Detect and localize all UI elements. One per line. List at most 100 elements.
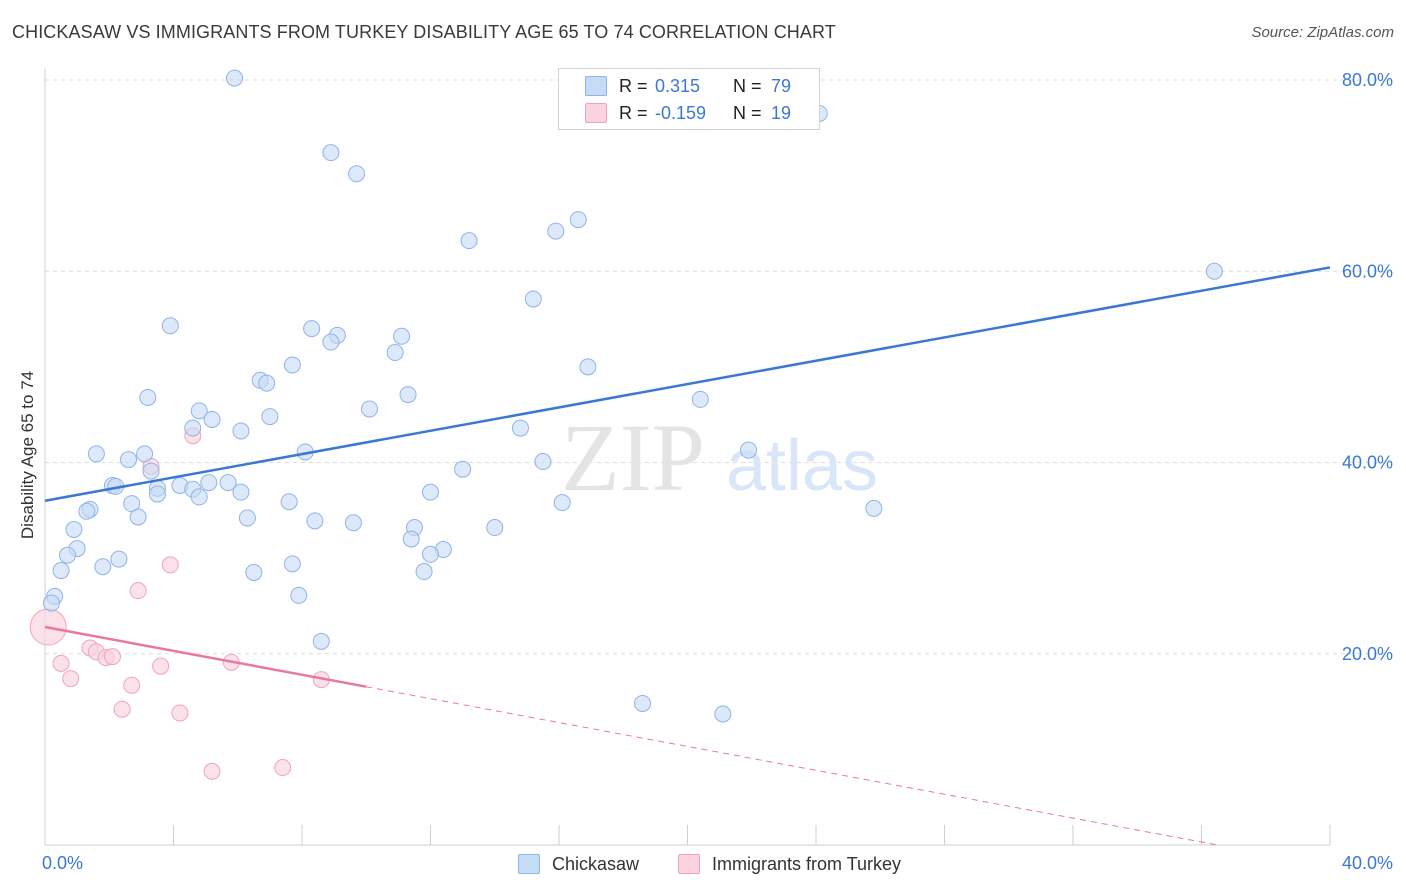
data-point-chickasaw — [142, 462, 160, 480]
data-point-chickasaw — [232, 422, 250, 440]
data-point-chickasaw — [422, 545, 439, 563]
data-point-chickasaw — [322, 144, 340, 162]
legend-n-label: N = — [733, 75, 762, 96]
data-point-chickasaw — [579, 358, 597, 376]
y-tick-label: 80.0% — [1342, 70, 1393, 90]
data-point-chickasaw — [283, 555, 301, 573]
data-point-turkey — [274, 759, 292, 777]
bottom-legend-swatch-blue — [518, 854, 540, 874]
data-point-chickasaw — [87, 445, 105, 463]
data-point-chickasaw — [139, 388, 157, 406]
data-point-chickasaw — [714, 705, 732, 723]
data-point-chickasaw — [486, 519, 504, 537]
bottom-legend-label-chickasaw: Chickasaw — [552, 853, 640, 874]
bottom-legend-label-turkey: Immigrants from Turkey — [712, 853, 902, 874]
data-point-chickasaw — [553, 494, 571, 512]
data-point-chickasaw — [348, 165, 366, 183]
data-point-turkey — [62, 670, 80, 688]
data-point-chickasaw — [136, 445, 154, 463]
data-point-chickasaw — [393, 327, 411, 345]
trend-lines — [44, 266, 1331, 846]
data-point-chickasaw — [161, 317, 179, 335]
data-point-turkey — [129, 582, 147, 600]
source-label: Source: ZipAtlas.com — [1251, 24, 1394, 41]
data-point-chickasaw — [422, 483, 439, 501]
data-point-chickasaw — [94, 558, 112, 576]
y-tick-label: 40.0% — [1342, 453, 1393, 473]
legend-n-value: 19 — [771, 102, 792, 123]
legend-swatch-blue — [585, 76, 607, 96]
data-point-chickasaw — [58, 546, 76, 564]
data-point-chickasaw — [261, 408, 279, 426]
legend-r-label: R = — [619, 102, 648, 123]
bottom-legend-chickasaw: Chickasaw — [518, 852, 639, 876]
data-point-chickasaw — [1205, 262, 1223, 280]
data-point-chickasaw — [78, 502, 96, 520]
data-point-chickasaw — [200, 474, 218, 492]
data-point-chickasaw — [306, 512, 324, 530]
data-point-chickasaw — [691, 390, 709, 408]
data-point-chickasaw — [399, 386, 417, 404]
data-point-chickasaw — [312, 632, 330, 650]
data-point-turkey — [52, 654, 70, 672]
data-point-chickasaw — [219, 474, 237, 492]
data-point-chickasaw — [534, 453, 552, 471]
legend-row-chickasaw: R = 0.315 N = 79 — [585, 74, 791, 98]
data-point-chickasaw — [454, 460, 472, 478]
legend-r-value: 0.315 — [655, 75, 701, 96]
bottom-legend-swatch-pink — [678, 854, 700, 874]
legend-row-turkey: R = -0.159 N = 19 — [585, 101, 791, 125]
trend-line-chickasaw — [44, 266, 1331, 502]
data-point-chickasaw — [226, 69, 244, 87]
watermark-atlas: atlas — [726, 426, 878, 506]
data-point-chickasaw — [120, 451, 138, 469]
data-point-chickasaw — [283, 356, 301, 374]
data-point-turkey — [161, 556, 179, 574]
data-point-chickasaw — [865, 499, 883, 517]
data-point-chickasaw — [190, 488, 208, 506]
data-point-chickasaw — [322, 333, 340, 351]
data-point-chickasaw — [415, 563, 433, 581]
data-point-chickasaw — [245, 563, 263, 581]
y-tick-labels: 20.0% 40.0% 60.0% 80.0% — [1342, 70, 1393, 664]
y-tick-label: 20.0% — [1342, 644, 1393, 664]
data-point-chickasaw — [258, 374, 276, 392]
legend-r-value: -0.159 — [655, 102, 707, 123]
data-point-chickasaw — [148, 485, 166, 503]
data-point-chickasaw — [303, 320, 321, 338]
data-point-chickasaw — [129, 508, 147, 526]
legend-n-value: 79 — [771, 75, 792, 96]
data-point-turkey — [103, 648, 121, 666]
data-point-chickasaw — [65, 520, 83, 538]
data-point-turkey — [171, 704, 189, 722]
stats-legend: R = 0.315 N = 79 R = -0.159 N = 19 — [558, 68, 820, 130]
y-tick-label: 60.0% — [1342, 261, 1393, 281]
bottom-legend-turkey: Immigrants from Turkey — [678, 852, 901, 876]
watermark: ZIP atlas — [561, 404, 878, 511]
data-point-chickasaw — [238, 509, 256, 527]
data-point-chickasaw — [110, 550, 128, 568]
data-point-chickasaw — [42, 594, 60, 612]
watermark-zip: ZIP — [561, 404, 705, 511]
data-point-chickasaw — [386, 344, 404, 362]
data-point-chickasaw — [203, 410, 221, 428]
data-point-chickasaw — [547, 222, 565, 240]
x-tick-label: 40.0% — [1342, 853, 1393, 873]
data-point-turkey — [203, 762, 221, 780]
data-point-chickasaw — [740, 441, 758, 459]
data-point-chickasaw — [232, 483, 250, 501]
data-point-turkey — [152, 657, 170, 675]
data-point-turkey — [113, 700, 131, 718]
data-point-chickasaw — [524, 290, 542, 308]
data-point-chickasaw — [460, 232, 478, 250]
axes — [44, 68, 1331, 846]
trend-line-turkey-extension — [366, 686, 1218, 846]
data-point-chickasaw — [634, 694, 652, 712]
data-point-chickasaw — [290, 586, 308, 604]
trend-line-turkey — [44, 625, 367, 688]
data-point-chickasaw — [52, 562, 70, 580]
data-point-chickasaw — [569, 211, 587, 229]
data-point-chickasaw — [184, 419, 202, 437]
legend-r-label: R = — [619, 75, 648, 96]
